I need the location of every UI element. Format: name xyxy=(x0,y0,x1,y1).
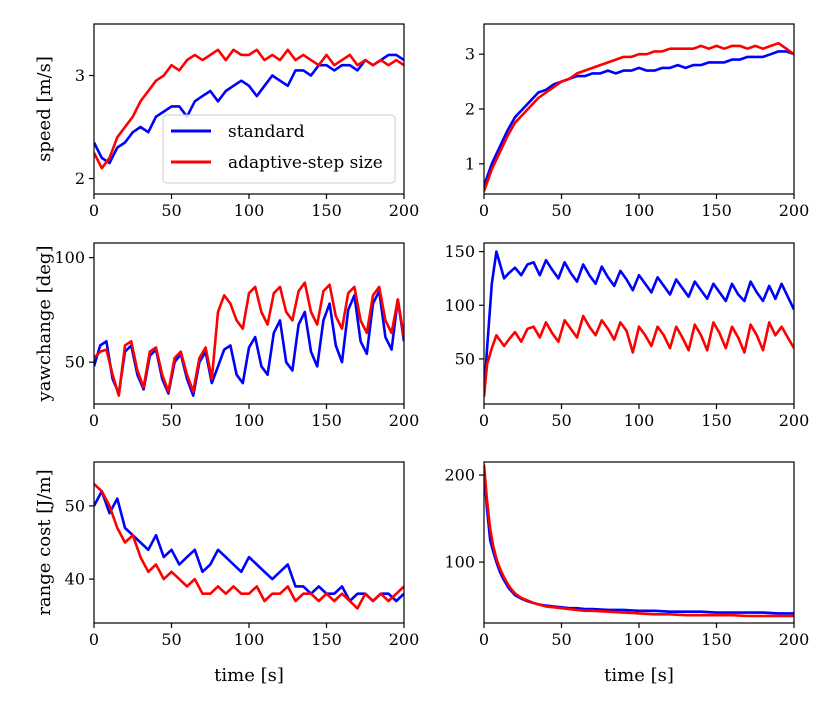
y-tick-label: 100 xyxy=(444,553,475,572)
y-tick-label: 1 xyxy=(465,154,475,173)
series-line-adaptive-step-size xyxy=(484,464,794,618)
x-tick-label: 100 xyxy=(624,630,655,649)
x-tick-label: 200 xyxy=(779,630,810,649)
x-tick-label: 100 xyxy=(624,411,655,430)
legend: standard adaptive-step size xyxy=(162,114,396,184)
panel-top-right: 0 50 100 150 200 1 2 3 xyxy=(465,23,810,220)
x-tick-label: 200 xyxy=(779,201,810,220)
panel-bottom-left: 0 50 100 150 200 40 50 range cost [J/m] time [s] xyxy=(34,461,420,686)
x-tick-label: 0 xyxy=(89,201,99,220)
x-tick-label: 200 xyxy=(389,201,420,220)
x-tick-label: 0 xyxy=(89,411,99,430)
x-tick-label: 0 xyxy=(479,201,489,220)
x-tick-label: 100 xyxy=(234,630,265,649)
x-tick-label: 150 xyxy=(701,630,732,649)
y-axis-label: range cost [J/m] xyxy=(34,469,55,615)
x-axis-label: time [s] xyxy=(214,665,284,686)
x-tick-label: 200 xyxy=(389,630,420,649)
series-line-standard xyxy=(484,50,794,187)
series-line-adaptive-step-size xyxy=(94,48,404,170)
y-axis-label: yawchange [deg] xyxy=(34,246,55,403)
x-tick-label: 0 xyxy=(89,630,99,649)
x-axis-label: time [s] xyxy=(604,665,674,686)
x-tick-label: 150 xyxy=(311,411,342,430)
x-tick-label: 50 xyxy=(161,411,181,430)
x-tick-label: 50 xyxy=(551,411,571,430)
x-tick-label: 100 xyxy=(624,201,655,220)
y-tick-label: 3 xyxy=(75,66,85,85)
y-tick-label: 3 xyxy=(465,45,475,64)
x-tick-label: 50 xyxy=(551,630,571,649)
x-tick-label: 200 xyxy=(389,411,420,430)
series-line-standard xyxy=(94,489,404,603)
x-tick-label: 150 xyxy=(311,201,342,220)
y-tick-label: 200 xyxy=(444,466,475,485)
series-line-adaptive-step-size xyxy=(484,314,794,397)
y-tick-label: 50 xyxy=(65,496,85,515)
x-tick-label: 150 xyxy=(701,201,732,220)
legend-label: standard xyxy=(228,122,305,142)
x-tick-label: 50 xyxy=(161,630,181,649)
x-tick-label: 0 xyxy=(479,630,489,649)
x-tick-label: 150 xyxy=(311,630,342,649)
x-tick-label: 0 xyxy=(479,411,489,430)
y-tick-label: 2 xyxy=(75,169,85,188)
y-tick-label: 50 xyxy=(455,349,475,368)
y-tick-label: 100 xyxy=(444,296,475,315)
x-tick-label: 100 xyxy=(234,411,265,430)
y-tick-label: 2 xyxy=(465,100,475,119)
legend-box xyxy=(162,114,396,184)
panel-top-left: 0 50 100 150 200 2 3 speed [m/s] xyxy=(34,23,420,220)
panel-bottom-right: 0 50 100 150 200 100 200 time [s] xyxy=(444,461,810,686)
x-tick-label: 50 xyxy=(161,201,181,220)
series-line-standard xyxy=(94,53,404,165)
panel-middle-right: 0 50 100 150 200 50 100 150 xyxy=(444,242,809,430)
x-tick-label: 150 xyxy=(701,411,732,430)
legend-label: adaptive-step size xyxy=(228,153,383,173)
series-line-adaptive-step-size xyxy=(94,281,404,397)
x-tick-label: 100 xyxy=(234,201,265,220)
series-line-standard xyxy=(484,250,794,397)
series-line-adaptive-step-size xyxy=(484,41,794,192)
y-axis-label: speed [m/s] xyxy=(34,56,55,162)
y-tick-label: 40 xyxy=(65,570,85,589)
series-line-adaptive-step-size xyxy=(94,483,404,610)
x-tick-label: 50 xyxy=(551,201,571,220)
x-tick-label: 200 xyxy=(779,411,810,430)
y-tick-label: 150 xyxy=(444,242,475,261)
y-tick-label: 50 xyxy=(65,353,85,372)
y-tick-label: 100 xyxy=(54,248,85,267)
